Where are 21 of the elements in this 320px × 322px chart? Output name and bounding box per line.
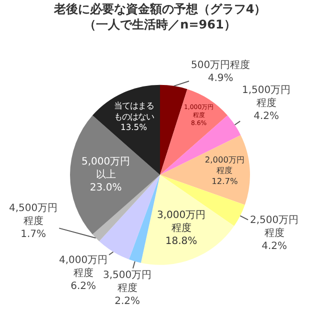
- chart-title: 老後に必要な資金額の予想（グラフ4）（一人で生活時／n=961）: [52, 2, 266, 32]
- data-label: 23.0%: [90, 182, 122, 194]
- data-label: 4.9%: [208, 73, 234, 84]
- data-label: 1.7%: [20, 229, 46, 240]
- data-label: 12.7%: [212, 176, 238, 186]
- slice-label: 2,500万円程度: [250, 215, 299, 239]
- slice-label: 当てはまるものはない: [114, 100, 154, 122]
- data-label: 13.5%: [120, 122, 148, 132]
- data-label: 2.2%: [114, 296, 140, 307]
- pie-slice: [160, 135, 250, 205]
- data-label: 18.8%: [165, 236, 198, 248]
- slice-label: 4,500万円程度: [9, 203, 58, 227]
- slice-label: 500万円程度: [191, 59, 250, 71]
- slice-label: 1,500万円程度: [242, 85, 291, 109]
- slice-label: 2,000万円程度: [204, 154, 244, 176]
- data-label: 4.2%: [262, 241, 288, 252]
- data-label: 6.2%: [70, 281, 96, 292]
- slice-label: 5,000万円以上: [82, 156, 130, 180]
- data-label: 4.2%: [254, 111, 280, 122]
- slice-label: 3,500万円程度: [103, 270, 152, 294]
- slice-label: 3,000万円程度: [156, 210, 206, 234]
